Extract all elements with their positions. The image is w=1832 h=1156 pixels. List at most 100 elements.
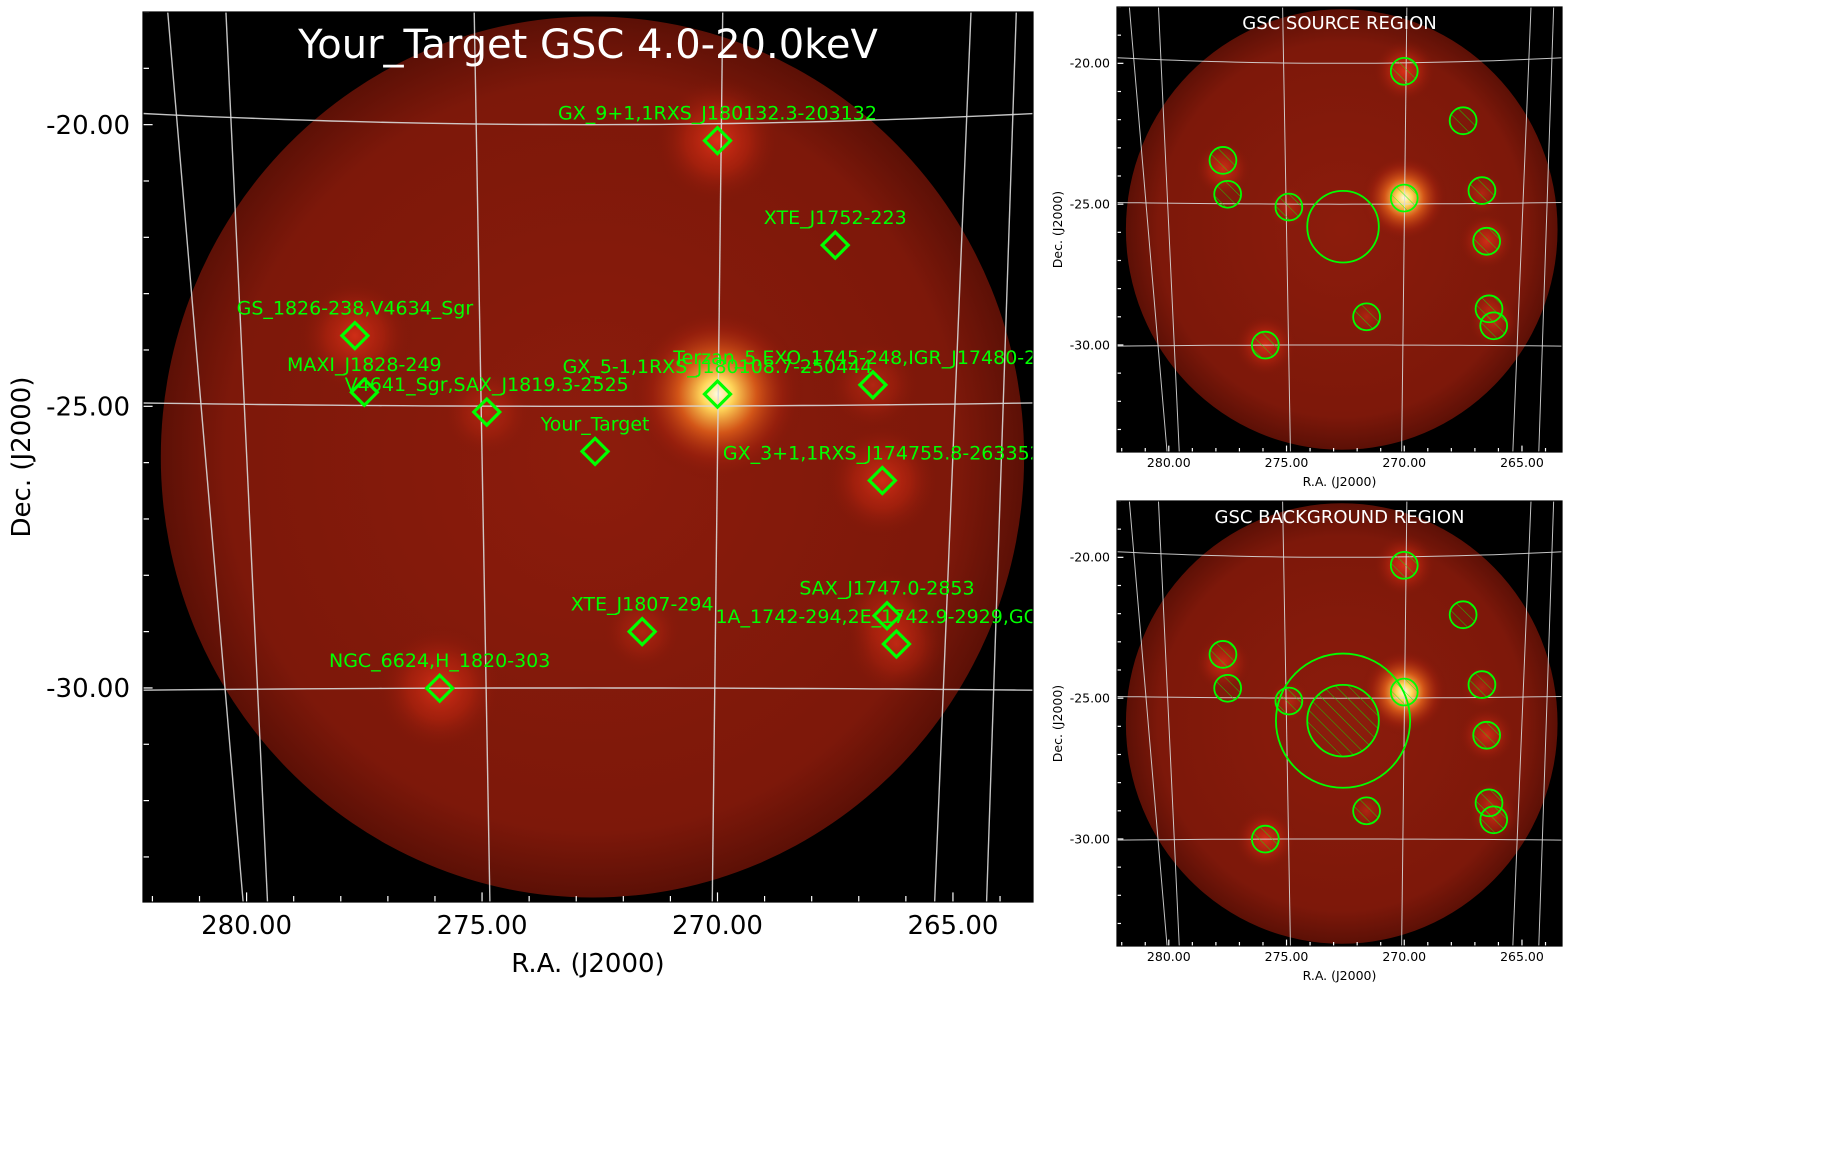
- main-grid-ra: [985, 12, 1017, 902]
- main-field-of-view: [160, 16, 1025, 898]
- main-title: Your_Target GSC 4.0-20.0keV: [297, 22, 878, 68]
- main-grid-ra: [933, 12, 972, 902]
- source-label: V4641_Sgr,SAX_J1819.3-2525: [345, 374, 629, 396]
- main-ytick-label: -25.00: [46, 392, 130, 422]
- source-grid-ra: [1128, 7, 1168, 452]
- main-source-glow: [826, 338, 920, 432]
- main-ylabel: Dec. (J2000): [7, 377, 37, 538]
- main-panel: GX_9+1,1RXS_J180132.3-203132 XTE_J1752-22…: [7, 11, 1077, 979]
- source-excluded-region: [1389, 183, 1419, 213]
- background-xtick-label: 265.00: [1500, 949, 1544, 964]
- source-xtick-label: 280.00: [1147, 455, 1191, 470]
- background-excluded-region: [1274, 686, 1304, 716]
- source-xtick-label: 270.00: [1382, 455, 1426, 470]
- source-label: Terzan_5,EXO_1745-248,IGR_J17480-2446: [672, 347, 1072, 369]
- background-background-annulus: [1275, 652, 1412, 789]
- source-excluded-region: [1208, 146, 1238, 175]
- main-xtick-label: 275.00: [437, 911, 528, 941]
- main-grid-ra: [167, 12, 244, 902]
- source-grid-ra: [1538, 7, 1555, 452]
- source-frame: [1116, 6, 1563, 453]
- source-marker: [702, 378, 733, 410]
- source-marker: [349, 376, 380, 408]
- source-marker: [867, 465, 898, 496]
- background-title: GSC BACKGROUND REGION: [1215, 507, 1465, 528]
- main-source-glow: [297, 277, 413, 394]
- source-panel: 280.00 275.00 270.00 265.00 -20.00 -25.00 -30.…: [1050, 6, 1563, 489]
- source-label: SAX_J1747.0-2853: [799, 578, 974, 600]
- main-grid-ra: [473, 12, 491, 902]
- main-source-glow: [440, 365, 534, 459]
- source-grid-ra: [1512, 7, 1532, 452]
- source-source-circle: [1306, 189, 1380, 264]
- main-ytick-label: -30.00: [46, 674, 130, 704]
- source-marker: [881, 628, 912, 660]
- source-marker: [471, 396, 503, 428]
- background-xtick-label: 270.00: [1382, 949, 1426, 964]
- background-excluded-region: [1389, 550, 1419, 580]
- main-grid-dec: [143, 402, 1033, 407]
- source-label: GX_9+1,1RXS_J180132.3-203132: [558, 103, 877, 125]
- background-excluded-region: [1213, 673, 1242, 703]
- source-excluded-region: [1448, 106, 1478, 136]
- main-grid-dec: [143, 687, 1033, 691]
- source-grid-dec: [1117, 57, 1562, 64]
- source-excluded-region: [1213, 179, 1242, 209]
- main-source-glow: [601, 591, 683, 673]
- source-marker: [871, 600, 903, 631]
- source-label: MAXI_J1828-249: [287, 354, 442, 376]
- source-label: NGC_6624,H_1820-303: [329, 650, 550, 672]
- source-excluded-region: [1472, 226, 1501, 256]
- source-xtick-label: 265.00: [1500, 455, 1544, 470]
- source-label: GS_1826-238,V4634_Sgr: [237, 298, 474, 320]
- background-grid-ra: [1157, 501, 1180, 946]
- source-plot-area: [1117, 7, 1562, 452]
- main-source-glow: [844, 591, 949, 697]
- background-xlabel: R.A. (J2000): [1303, 968, 1377, 983]
- main-grid-ra: [711, 12, 724, 902]
- source-ytick-label: -25.00: [1070, 197, 1110, 212]
- source-marker: [702, 125, 733, 156]
- source-xlabel: R.A. (J2000): [1303, 474, 1377, 489]
- source-grid-ra: [1401, 7, 1408, 452]
- source-label: XTE_J1752-223: [764, 207, 907, 229]
- main-frame: [142, 11, 1034, 903]
- source-ytick-label: -20.00: [1070, 56, 1110, 71]
- background-ytick-label: -20.00: [1070, 550, 1110, 565]
- background-excluded-region: [1306, 683, 1380, 758]
- main-grid-dec: [143, 112, 1033, 126]
- background-ytick-label: -25.00: [1070, 691, 1110, 706]
- source-grid-ra: [1282, 7, 1291, 452]
- background-grid-dec: [1117, 551, 1562, 558]
- source-marker: [819, 229, 851, 261]
- source-excluded-region: [1274, 192, 1304, 222]
- main-grid-ra: [225, 12, 269, 902]
- background-excluded-region: [1448, 600, 1478, 630]
- source-marker: [857, 369, 889, 401]
- background-xtick-label: 280.00: [1147, 949, 1191, 964]
- main-source-glow: [653, 76, 782, 205]
- main-ytick-label: -20.00: [46, 111, 130, 141]
- background-excluded-region: [1352, 796, 1381, 826]
- source-excluded-region: [1479, 311, 1509, 341]
- background-grid-ra: [1512, 501, 1532, 946]
- main-xlabel: R.A. (J2000): [511, 949, 664, 979]
- background-plot-area: [1117, 501, 1562, 946]
- background-excluded-region: [1467, 670, 1497, 699]
- source-label: GX_3+1,1RXS_J174755.8-263352: [723, 443, 1042, 465]
- source-excluded-region: [1251, 330, 1280, 360]
- background-excluded-region: [1208, 640, 1238, 669]
- background-excluded-region: [1472, 720, 1501, 750]
- source-excluded-region: [1467, 176, 1497, 205]
- source-marker: [626, 616, 658, 647]
- background-ylabel: Dec. (J2000): [1050, 685, 1065, 762]
- source-ylabel: Dec. (J2000): [1050, 191, 1065, 268]
- main-xtick-label: 270.00: [672, 911, 763, 941]
- main-xtick-label: 265.00: [907, 911, 998, 941]
- background-grid-ra: [1128, 501, 1168, 946]
- background-frame: [1116, 500, 1563, 947]
- source-marker: [579, 436, 611, 467]
- source-label: 1A_1742-294,2E_1742.9-2929,GC_X-1: [715, 606, 1077, 628]
- background-excluded-region: [1251, 824, 1280, 854]
